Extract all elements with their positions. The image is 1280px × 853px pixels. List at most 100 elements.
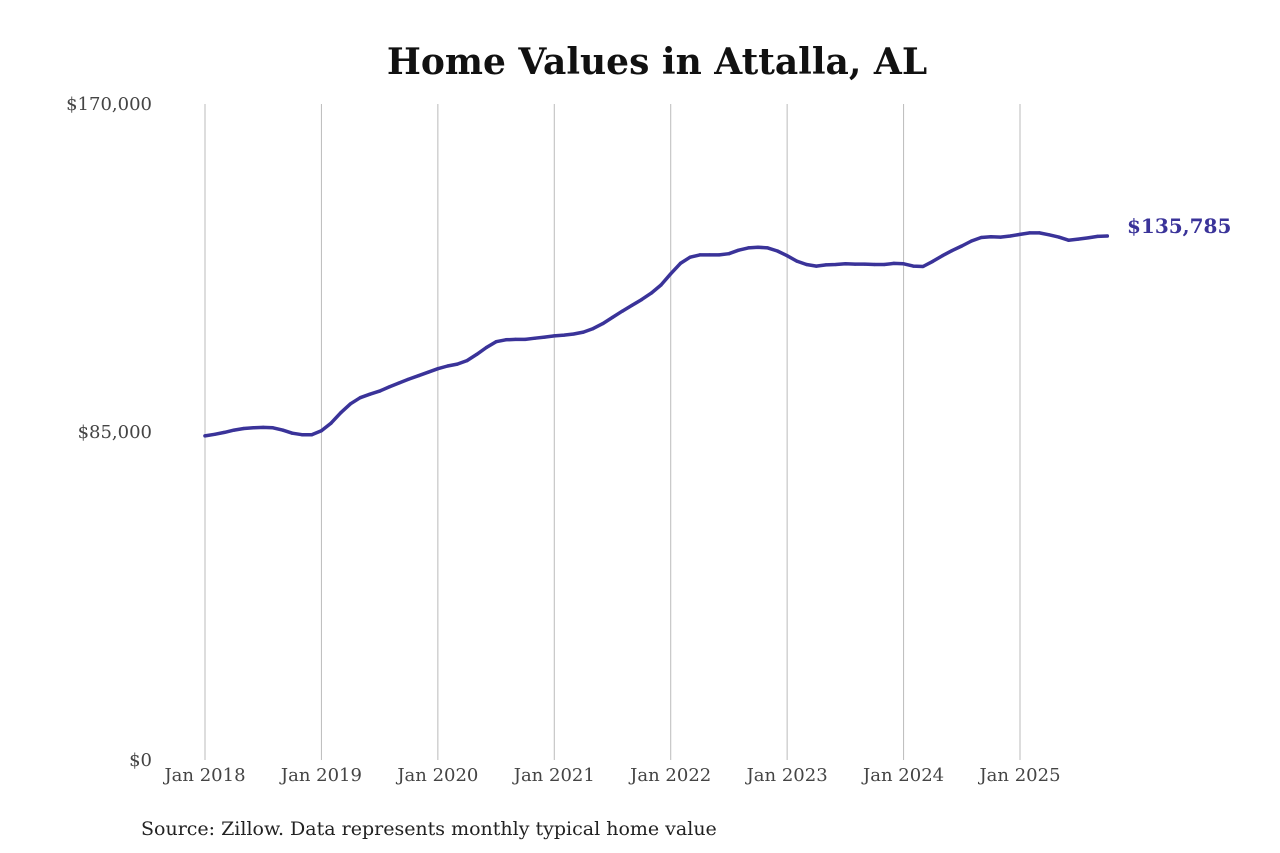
x-tick-label: Jan 2022	[628, 765, 711, 786]
data-point-2018-05	[242, 426, 246, 431]
data-point-2018-11	[300, 433, 304, 437]
data-point-2023-12	[892, 261, 896, 265]
data-point-2021-05	[591, 327, 595, 331]
data-point-2022-09	[746, 246, 750, 250]
data-point-2022-02	[678, 261, 683, 265]
data-point-2021-10	[640, 298, 644, 302]
data-point-2021-06	[601, 322, 605, 326]
grid-lines	[204, 104, 1021, 760]
data-point-2024-06	[950, 249, 954, 253]
data-point-2020-10	[523, 337, 527, 341]
data-point-2023-05	[824, 263, 828, 267]
y-tick-label: $85,000	[78, 422, 152, 443]
y-tick-label: $0	[129, 750, 152, 771]
source-note: Source: Zillow. Data represents monthly …	[141, 818, 717, 840]
data-point-2025-05	[1057, 235, 1061, 239]
data-point-2023-01	[785, 254, 789, 258]
data-point-2021-07	[610, 315, 615, 319]
data-point-2020-02	[446, 364, 450, 368]
end-value-label: $135,785	[1127, 214, 1231, 238]
data-point-2020-01	[436, 367, 440, 371]
data-point-2024-04	[931, 259, 935, 263]
data-point-2022-12	[775, 249, 780, 253]
data-point-2022-04	[698, 253, 702, 257]
data-point-2022-05	[707, 253, 712, 257]
data-point-2025-02	[1028, 231, 1032, 235]
data-point-2020-04	[465, 359, 469, 363]
data-point-2022-06	[717, 253, 721, 257]
data-point-2023-10	[872, 262, 877, 267]
data-point-2018-07	[261, 425, 265, 429]
data-point-2020-03	[455, 362, 459, 366]
data-point-2022-03	[688, 255, 692, 259]
data-point-2020-11	[533, 336, 537, 340]
data-point-2024-09	[979, 235, 983, 240]
data-point-2018-06	[251, 426, 256, 430]
y-tick-label: $170,000	[66, 94, 152, 115]
data-point-2023-07	[843, 262, 848, 266]
data-point-2018-03	[222, 430, 226, 434]
data-point-2019-04	[348, 402, 353, 406]
series-line-0	[203, 231, 1110, 438]
data-point-2021-12	[659, 283, 663, 287]
data-point-2024-07	[960, 244, 964, 248]
x-tick-label: Jan 2019	[279, 765, 362, 786]
data-point-2021-09	[630, 303, 634, 307]
data-point-2023-06	[834, 262, 838, 267]
data-point-2022-08	[737, 248, 741, 252]
data-point-2019-09	[397, 381, 401, 385]
data-point-2025-06	[1066, 238, 1071, 242]
data-point-2023-11	[882, 262, 886, 267]
data-point-2018-04	[232, 428, 236, 432]
data-point-2021-01	[552, 334, 556, 338]
y-axis-ticks: $170,000 $85,000 $0	[66, 94, 152, 771]
data-point-2019-01	[319, 429, 323, 433]
data-point-2025-07	[1076, 237, 1080, 241]
data-point-2023-08	[853, 262, 857, 266]
data-point-2018-10	[290, 431, 294, 435]
x-tick-label: Jan 2020	[395, 765, 478, 786]
data-point-2019-08	[387, 385, 391, 389]
data-point-2019-02	[329, 421, 333, 425]
data-point-2023-09	[863, 262, 867, 266]
data-point-2019-10	[407, 377, 411, 381]
data-point-2024-08	[969, 239, 974, 243]
data-point-2019-07	[378, 389, 382, 393]
data-point-2024-03	[921, 264, 925, 269]
data-point-2024-05	[940, 254, 945, 258]
data-point-2019-11	[416, 374, 421, 378]
data-point-2020-06	[484, 345, 488, 350]
data-point-2023-03	[804, 262, 809, 267]
data-point-2018-02	[213, 432, 217, 436]
data-point-2022-01	[669, 272, 673, 276]
data-point-2021-03	[572, 332, 576, 336]
data-point-2024-12	[1008, 234, 1012, 238]
data-point-2022-11	[766, 246, 770, 250]
data-point-2022-10	[756, 245, 760, 249]
x-tick-label: Jan 2018	[162, 765, 245, 786]
data-point-2021-04	[581, 330, 586, 334]
data-point-2023-04	[814, 264, 818, 268]
data-point-2025-08	[1086, 236, 1090, 240]
data-point-2024-10	[989, 235, 993, 239]
data-point-2022-07	[727, 252, 731, 256]
data-point-2020-12	[543, 335, 547, 339]
data-point-2018-08	[271, 426, 275, 430]
data-point-2018-09	[281, 428, 285, 432]
data-point-2025-01	[1018, 232, 1022, 236]
x-axis-ticks: Jan 2018 Jan 2019 Jan 2020 Jan 2021 Jan 2022…	[162, 765, 1060, 786]
data-point-2019-05	[358, 396, 362, 400]
data-point-2021-11	[649, 291, 653, 295]
data-point-2024-01	[902, 262, 906, 266]
x-tick-label: Jan 2025	[977, 765, 1060, 786]
data-point-2020-09	[513, 337, 518, 341]
data-point-2025-04	[1047, 233, 1051, 237]
data-point-2024-02	[911, 264, 915, 268]
data-point-2023-02	[795, 259, 799, 263]
data-point-2020-08	[504, 338, 508, 342]
data-point-2021-08	[620, 309, 624, 313]
chart-title: Home Values in Attalla, AL	[387, 41, 927, 83]
data-point-2025-09	[1096, 234, 1100, 238]
data-point-2020-05	[475, 352, 479, 356]
